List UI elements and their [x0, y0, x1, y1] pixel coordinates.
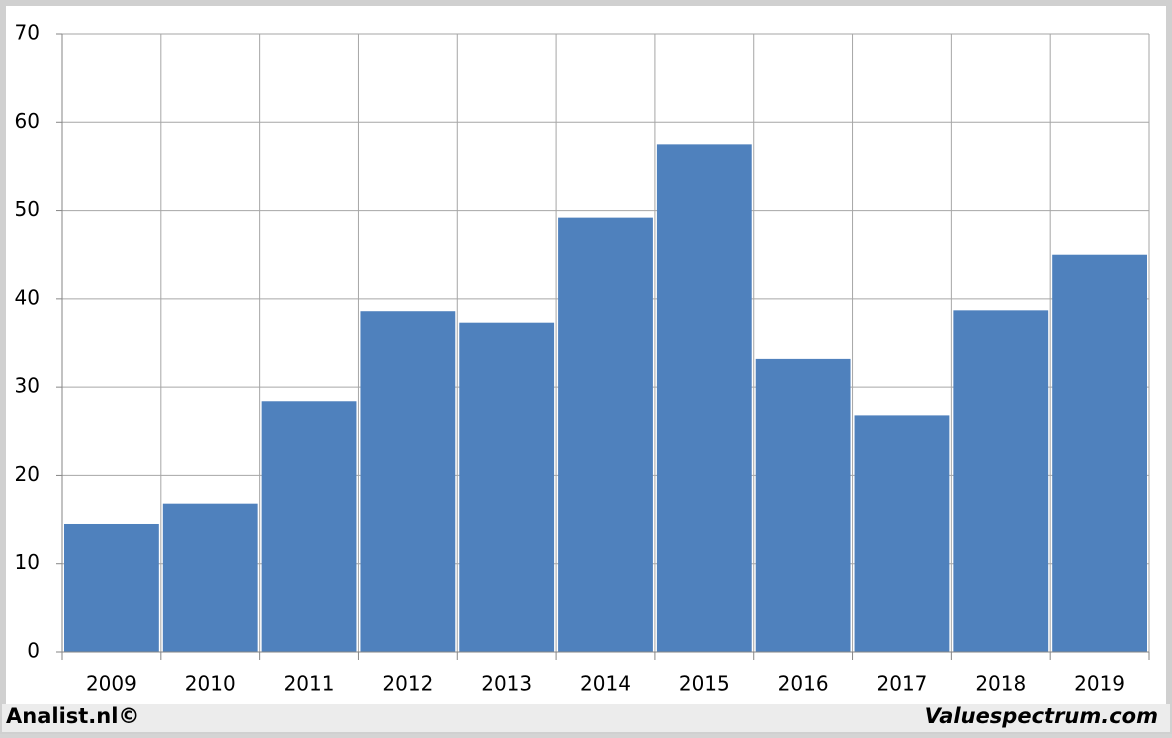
x-tick-label: 2011 [284, 672, 335, 696]
y-tick-label: 0 [27, 639, 40, 663]
footer-right: Valuespectrum.com [925, 704, 1158, 728]
footer-band [2, 704, 1170, 732]
x-tick-label: 2014 [580, 672, 631, 696]
y-tick-label: 10 [15, 550, 40, 574]
y-tick-label: 30 [15, 374, 40, 398]
bar [360, 311, 456, 652]
x-tick-label: 2009 [86, 672, 137, 696]
x-tick-label: 2016 [778, 672, 829, 696]
y-tick-label: 50 [15, 197, 40, 221]
x-tick-label: 2012 [382, 672, 433, 696]
bar [953, 310, 1049, 652]
bar [261, 401, 357, 652]
bar [854, 415, 950, 652]
bar [755, 358, 851, 652]
y-tick-label: 70 [15, 21, 40, 45]
x-tick-label: 2010 [185, 672, 236, 696]
x-tick-label: 2018 [975, 672, 1026, 696]
x-tick-label: 2019 [1074, 672, 1125, 696]
bar [1052, 254, 1147, 652]
y-tick-label: 40 [15, 285, 40, 309]
bar [656, 144, 752, 652]
y-tick-label: 20 [15, 462, 40, 486]
bar [558, 217, 653, 653]
bar [162, 503, 258, 652]
y-tick-label: 60 [15, 109, 40, 133]
bar [64, 523, 159, 652]
x-tick-label: 2013 [481, 672, 532, 696]
bar [459, 322, 555, 652]
footer-left: Analist.nl© [6, 704, 139, 728]
x-tick-label: 2017 [877, 672, 928, 696]
x-tick-label: 2015 [679, 672, 730, 696]
